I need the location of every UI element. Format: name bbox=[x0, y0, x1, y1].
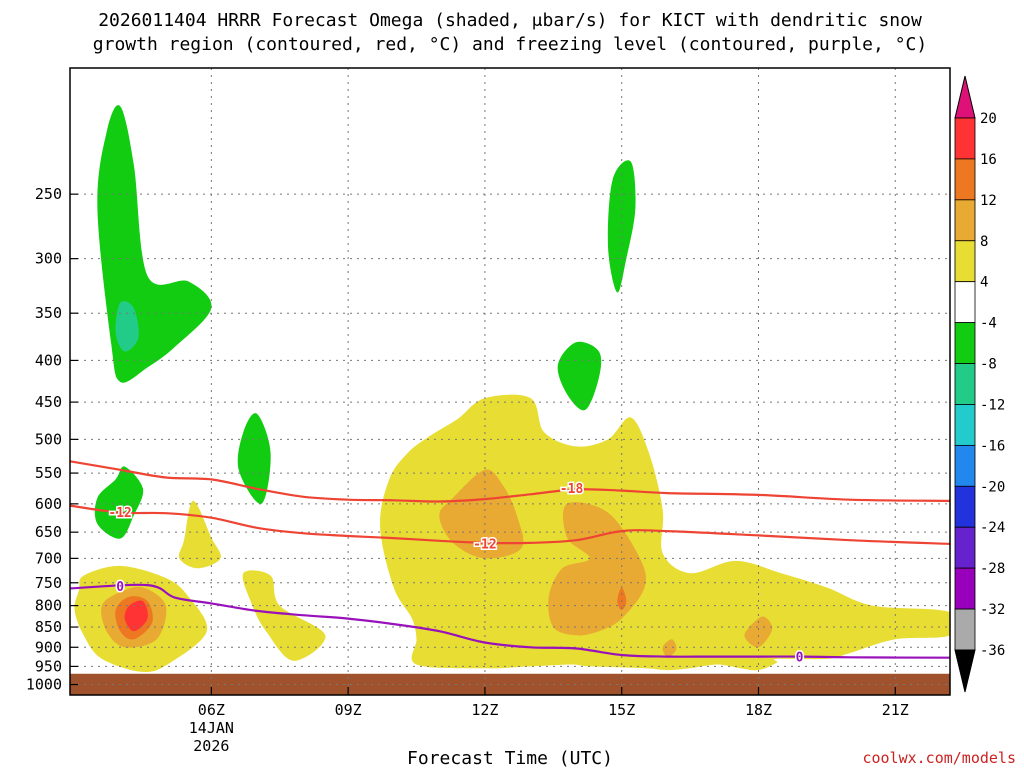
colorbar-label-14: -36 bbox=[980, 643, 1005, 659]
colorbar-label-2: 16 bbox=[980, 152, 997, 168]
colorbar-label-3: 12 bbox=[980, 193, 997, 209]
plot-frame bbox=[69, 67, 951, 696]
y-tick-label-600: 600 bbox=[35, 495, 62, 513]
y-tick-label-500: 500 bbox=[35, 430, 62, 448]
colorbar-swatch-5 bbox=[954, 281, 976, 324]
colorbar-swatch-9 bbox=[954, 444, 976, 487]
contour-line-1 bbox=[70, 460, 950, 503]
terrain-fill bbox=[70, 673, 950, 695]
colorbar-label-12: -28 bbox=[980, 561, 1005, 577]
y-tick-label-350: 350 bbox=[35, 304, 62, 322]
omega-region-14 bbox=[439, 469, 524, 559]
colorbar-swatch-3 bbox=[954, 199, 976, 242]
colorbar-swatch-7 bbox=[954, 363, 976, 405]
colorbar-top-arrow bbox=[954, 75, 976, 119]
omega-region-13 bbox=[380, 394, 950, 671]
colorbar-label-9: -16 bbox=[980, 438, 1005, 454]
omega-shaded-regions bbox=[74, 105, 950, 672]
x-tick-label-21Z: 21Z bbox=[882, 701, 909, 719]
contour-label-5: 0 bbox=[796, 651, 804, 666]
y-tick-label-950: 950 bbox=[35, 657, 62, 675]
y-tick-label-300: 300 bbox=[35, 250, 62, 268]
colorbar-label-1: 20 bbox=[980, 111, 997, 127]
colorbar-bottom-arrow bbox=[954, 649, 976, 693]
temperature-contours bbox=[70, 460, 950, 659]
omega-region-10 bbox=[124, 600, 148, 632]
colorbar-label-8: -12 bbox=[980, 397, 1005, 413]
omega-region-5 bbox=[237, 413, 271, 505]
contour-label-2: -12 bbox=[108, 506, 131, 521]
colorbar-label-11: -24 bbox=[980, 520, 1005, 536]
colorbar-swatch-12 bbox=[954, 567, 976, 610]
y-tick-label-800: 800 bbox=[35, 597, 62, 615]
y-tick-label-850: 850 bbox=[35, 618, 62, 636]
credit-text: coolwx.com/models bbox=[862, 749, 1016, 767]
omega-region-6 bbox=[94, 466, 144, 539]
x-tick-label-12Z: 12Z bbox=[471, 701, 498, 719]
colorbar-swatch-4 bbox=[954, 240, 976, 283]
x-tick-label-06Z: 06Z bbox=[198, 701, 225, 719]
omega-region-17 bbox=[744, 616, 773, 648]
omega-region-11 bbox=[242, 570, 326, 661]
y-tick-label-700: 700 bbox=[35, 549, 62, 567]
y-tick-label-750: 750 bbox=[35, 574, 62, 592]
omega-region-16 bbox=[617, 587, 627, 610]
colorbar-swatch-11 bbox=[954, 526, 976, 569]
contour-line-2 bbox=[70, 504, 950, 545]
y-tick-label-1000: 1000 bbox=[26, 676, 62, 694]
omega-region-3 bbox=[557, 341, 602, 411]
colorbar-label-7: -8 bbox=[980, 357, 997, 373]
y-tick-label-400: 400 bbox=[35, 351, 62, 369]
chart-title-line-1: 2026011404 HRRR Forecast Omega (shaded, … bbox=[98, 10, 922, 31]
x-tick-label-15Z: 15Z bbox=[608, 701, 635, 719]
colorbar-swatch-10 bbox=[954, 485, 976, 528]
x-axis-label: Forecast Time (UTC) bbox=[407, 748, 613, 768]
colorbar-label-10: -20 bbox=[980, 479, 1005, 495]
omega-region-18 bbox=[662, 639, 677, 658]
y-tick-label-650: 650 bbox=[35, 523, 62, 541]
colorbar-swatch-1 bbox=[954, 117, 976, 160]
x-tick-label-18Z: 18Z bbox=[745, 701, 772, 719]
y-axis-ticks: 250 300 350 400 450 500 550 600 650 700 750 800 850 9… bbox=[26, 185, 78, 694]
y-tick-label-900: 900 bbox=[35, 638, 62, 656]
omega-region-4 bbox=[607, 160, 636, 293]
colorbar-label-4: 8 bbox=[980, 234, 988, 250]
colorbar-swatch-13 bbox=[954, 608, 976, 651]
y-tick-label-450: 450 bbox=[35, 393, 62, 411]
contour-label-4: 0 bbox=[116, 580, 124, 595]
omega-region-2 bbox=[115, 301, 139, 352]
colorbar-swatch-8 bbox=[954, 404, 976, 446]
contour-label-3: -12 bbox=[473, 537, 496, 552]
x-tick-label-09Z: 09Z bbox=[335, 701, 362, 719]
colorbar-label-13: -32 bbox=[980, 602, 1005, 618]
x-tick-date: 14JAN bbox=[189, 719, 234, 737]
colorbar-swatch-2 bbox=[954, 158, 976, 201]
contour-line-3 bbox=[70, 583, 950, 659]
colorbar-swatch-6 bbox=[954, 322, 976, 364]
x-tick-year: 2026 bbox=[193, 737, 229, 755]
colorbar-label-5: 4 bbox=[980, 275, 988, 291]
omega-region-12 bbox=[178, 500, 221, 569]
contour-label-1: -18 bbox=[560, 482, 584, 497]
contour-labels: -18 -12 -12 0 0 bbox=[107, 481, 805, 667]
y-tick-label-550: 550 bbox=[35, 464, 62, 482]
colorbar-label-6: -4 bbox=[980, 316, 997, 332]
colorbar: 20 16 12 8 4 -4 -8 -12 -16 -20 -24 -28 -32 -36 bbox=[954, 75, 1005, 693]
chart-title-line-2: growth region (contoured, red, °C) and f… bbox=[93, 34, 927, 55]
y-tick-label-250: 250 bbox=[35, 185, 62, 203]
terrain-rect bbox=[70, 673, 950, 695]
